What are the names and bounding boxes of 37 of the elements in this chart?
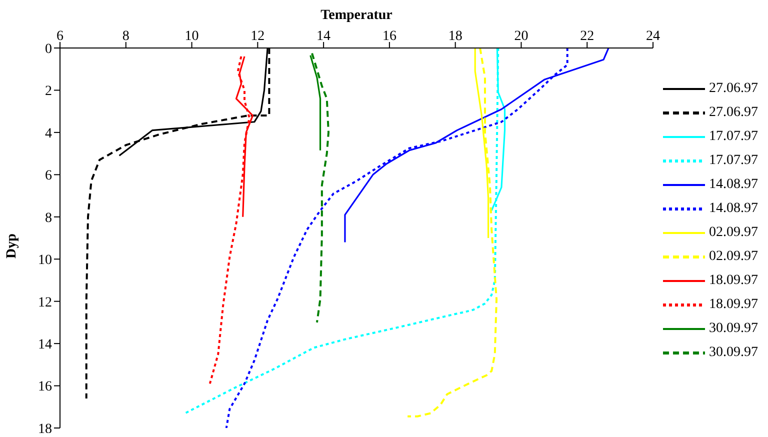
legend-label: 02.09.97 [709,248,758,264]
y-axis-title: Dyp [4,234,20,258]
y-tick-label: 2 [45,84,52,100]
legend-label: 17.07.97 [709,152,758,168]
y-tick-label: 4 [45,126,52,142]
legend-label: 27.06.97 [709,104,758,120]
x-tick-label: 8 [122,29,130,44]
legend-label: 30.09.97 [709,320,758,336]
x-axis-title: Temperatur [320,8,394,24]
x-tick-label: 24 [646,29,660,44]
x-tick-label: 10 [184,29,199,44]
legend-label: 27.06.97 [709,80,758,96]
legend-label: 17.07.97 [709,128,758,144]
x-tick-label: 20 [514,29,528,44]
y-tick-label: 14 [38,338,52,353]
x-tick-label: 12 [250,29,265,44]
line-series [406,48,498,418]
y-tick-label: 8 [45,210,52,226]
line-series [208,55,250,385]
line-series [311,52,330,324]
x-tick-label: 16 [382,29,396,44]
x-tick-label: 14 [316,29,331,44]
x-tick-label: 6 [56,29,64,44]
legend-label: 14.08.97 [709,176,758,192]
x-tick-label: 18 [448,29,462,44]
y-tick-label: 0 [45,42,52,57]
legend-label: 18.09.97 [709,296,758,312]
y-tick-label: 18 [38,422,52,437]
y-tick-label: 12 [38,295,52,310]
legend-label: 30.09.97 [709,344,758,360]
x-tick-label: 22 [580,29,594,44]
y-tick-label: 16 [38,380,52,395]
y-tick-label: 6 [45,168,52,184]
y-tick-label: 10 [38,253,52,268]
legend-label: 14.08.97 [709,200,758,216]
legend-label: 18.09.97 [709,272,758,288]
legend-label: 02.09.97 [709,224,758,240]
